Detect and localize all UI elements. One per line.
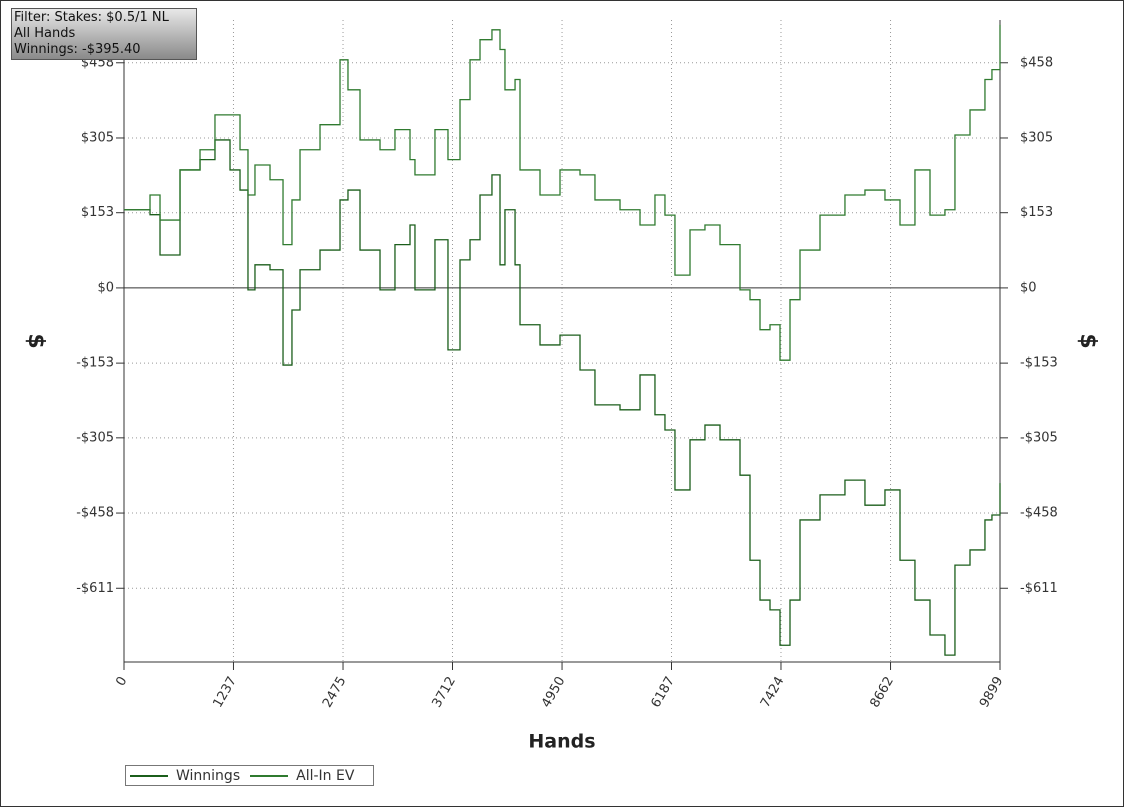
y-tick-label-right: -$153 <box>1020 356 1058 371</box>
y-tick-label: $0 <box>97 280 114 295</box>
legend: Winnings All-In EV <box>125 765 374 786</box>
series-line <box>124 139 1001 656</box>
x-tick-label: 8662 <box>867 674 897 710</box>
legend-swatch <box>130 774 168 777</box>
y-tick-label: $153 <box>81 205 114 220</box>
y-tick-label: -$611 <box>76 581 114 596</box>
x-tick-label: 9899 <box>977 674 1007 710</box>
info-line: Winnings: -$395.40 <box>14 42 141 57</box>
x-tick-label: 6187 <box>648 674 678 710</box>
y-tick-label-right: -$611 <box>1020 581 1058 596</box>
y-tick-label-right: $153 <box>1020 205 1053 220</box>
legend-label: Winnings <box>176 767 241 784</box>
y-tick-label-right: $458 <box>1020 55 1053 70</box>
legend-label: All-In EV <box>296 767 355 784</box>
legend-swatch <box>250 774 289 777</box>
info-line: Filter: Stakes: $0.5/1 NL <box>14 10 169 25</box>
y-tick-label-right: -$305 <box>1020 430 1058 445</box>
y-axis-title-right: $ <box>1075 333 1100 348</box>
info-line: All Hands <box>14 26 76 41</box>
y-tick-label-right: $305 <box>1020 130 1053 145</box>
x-tick-label: 3712 <box>429 674 459 710</box>
x-tick-label: 0 <box>113 674 130 689</box>
legend-item: Winnings <box>130 768 240 784</box>
y-tick-label: -$458 <box>76 506 114 521</box>
y-tick-label: -$305 <box>76 430 114 445</box>
x-axis-title: Hands <box>528 731 595 753</box>
info-box: Filter: Stakes: $0.5/1 NL All Hands Winnin… <box>11 8 197 60</box>
x-tick-label: 1237 <box>210 674 240 710</box>
x-tick-label: 2475 <box>320 674 350 710</box>
y-tick-label-right: $0 <box>1020 280 1037 295</box>
x-tick-label: 4950 <box>539 674 569 710</box>
y-tick-label: -$153 <box>76 356 114 371</box>
y-tick-label-right: -$458 <box>1020 506 1058 521</box>
legend-item: All-In EV <box>250 768 354 784</box>
y-axis-title: $ <box>23 333 48 348</box>
y-tick-label: $305 <box>81 130 114 145</box>
x-tick-label: 7424 <box>758 674 788 710</box>
series-line <box>124 24 1001 361</box>
